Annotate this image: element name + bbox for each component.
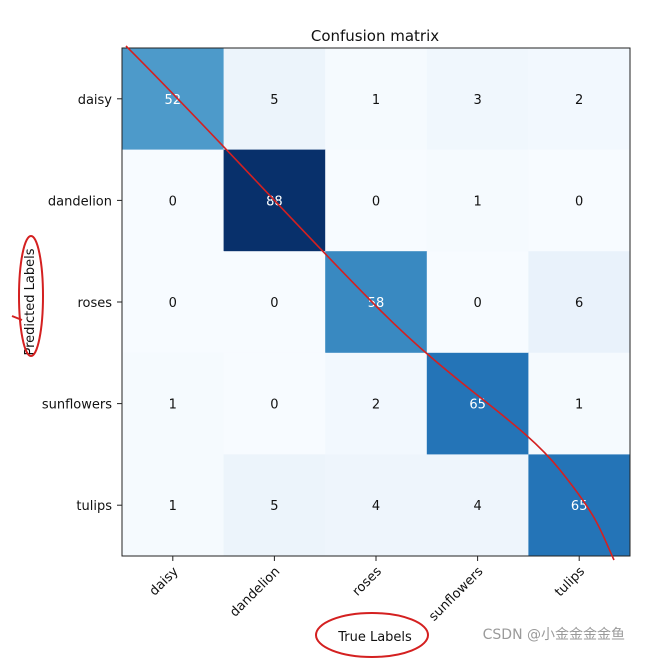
heatmap-cell xyxy=(223,251,326,354)
watermark: CSDN @小金金金金鱼 xyxy=(482,627,625,643)
heatmap-cell xyxy=(426,149,529,252)
x-tick-label: dandelion xyxy=(227,564,283,620)
heatmap-cell-value: 65 xyxy=(571,499,588,514)
heatmap-cell xyxy=(426,48,529,151)
heatmap-cell-value: 1 xyxy=(575,398,583,413)
heatmap-cell-value: 1 xyxy=(372,93,380,108)
heatmap-cell-value: 65 xyxy=(469,398,486,413)
heatmap-cell-value: 3 xyxy=(473,93,481,108)
heatmap-cell-value: 1 xyxy=(473,194,481,209)
heatmap-cell-value: 6 xyxy=(575,296,583,311)
heatmap-cells xyxy=(122,48,631,557)
heatmap-cell-value: 1 xyxy=(169,398,177,413)
heatmap-cell xyxy=(325,48,428,151)
heatmap-cell xyxy=(223,454,326,557)
x-tick-label: tulips xyxy=(552,564,588,600)
xlabel-annotation-circle xyxy=(315,612,429,658)
y-tick-label: daisy xyxy=(78,93,113,108)
heatmap-cell-value: 5 xyxy=(270,499,278,514)
heatmap-cell xyxy=(426,251,529,354)
heatmap-cell-labels: 52 5 1 3 20 88 0 1 00 0 58 0 61 0 2 65 11 5 4 4 65 xyxy=(165,93,588,514)
y-axis-ticks: daisy dandelion roses sunflowers tulips xyxy=(42,93,122,514)
heatmap-cell-value: 2 xyxy=(372,398,380,413)
heatmap-cell-value: 0 xyxy=(372,194,380,209)
y-tick-label: dandelion xyxy=(48,194,112,209)
heatmap-cell-value: 0 xyxy=(270,398,278,413)
heatmap-cell xyxy=(122,251,225,354)
heatmap-cell xyxy=(122,454,225,557)
ylabel-annotation-tail xyxy=(11,315,23,321)
x-axis-ticks: daisy dandelion roses sunflowers tulips xyxy=(147,556,588,624)
heatmap-cell xyxy=(223,352,326,455)
heatmap-cell-value: 58 xyxy=(368,296,385,311)
heatmap-cell-value: 4 xyxy=(473,499,481,514)
x-tick-label: daisy xyxy=(147,564,182,599)
y-axis-label: Predicted Labels xyxy=(23,248,38,355)
heatmap-cell-value: 1 xyxy=(169,499,177,514)
heatmap-cell-value: 0 xyxy=(575,194,583,209)
heatmap-cell xyxy=(528,48,631,151)
heatmap-cell xyxy=(426,454,529,557)
heatmap-cell xyxy=(122,149,225,252)
heatmap-cell xyxy=(528,149,631,252)
heatmap-cell-value: 5 xyxy=(270,93,278,108)
heatmap-cell-value: 0 xyxy=(169,296,177,311)
ylabel-annotation-circle xyxy=(18,235,44,357)
heatmap-cell xyxy=(223,48,326,151)
heatmap-cell xyxy=(325,454,428,557)
heatmap-cell xyxy=(426,352,529,455)
heatmap-cell xyxy=(528,352,631,455)
heatmap-cell xyxy=(325,251,428,354)
y-tick-label: tulips xyxy=(76,499,112,514)
heatmap-cell xyxy=(122,48,225,151)
heatmap-cell-value: 2 xyxy=(575,93,583,108)
heatmap-cell-value: 52 xyxy=(165,93,182,108)
x-tick-label: roses xyxy=(350,564,385,599)
x-axis-label: True Labels xyxy=(337,630,412,645)
heatmap-cell xyxy=(528,454,631,557)
y-tick-label: roses xyxy=(77,296,112,311)
diagonal-annotation-line xyxy=(125,45,615,561)
heatmap-cell-value: 0 xyxy=(169,194,177,209)
heatmap-cell xyxy=(325,149,428,252)
heatmap-cell-value: 4 xyxy=(372,499,380,514)
heatmap-cell xyxy=(325,352,428,455)
y-tick-label: sunflowers xyxy=(42,398,112,413)
chart-title: Confusion matrix xyxy=(311,27,439,45)
heatmap-cell-value: 0 xyxy=(473,296,481,311)
heatmap-cell xyxy=(528,251,631,354)
heatmap-cell-value: 0 xyxy=(270,296,278,311)
x-tick-label: sunflowers xyxy=(426,564,486,624)
heatmap-cell xyxy=(122,352,225,455)
